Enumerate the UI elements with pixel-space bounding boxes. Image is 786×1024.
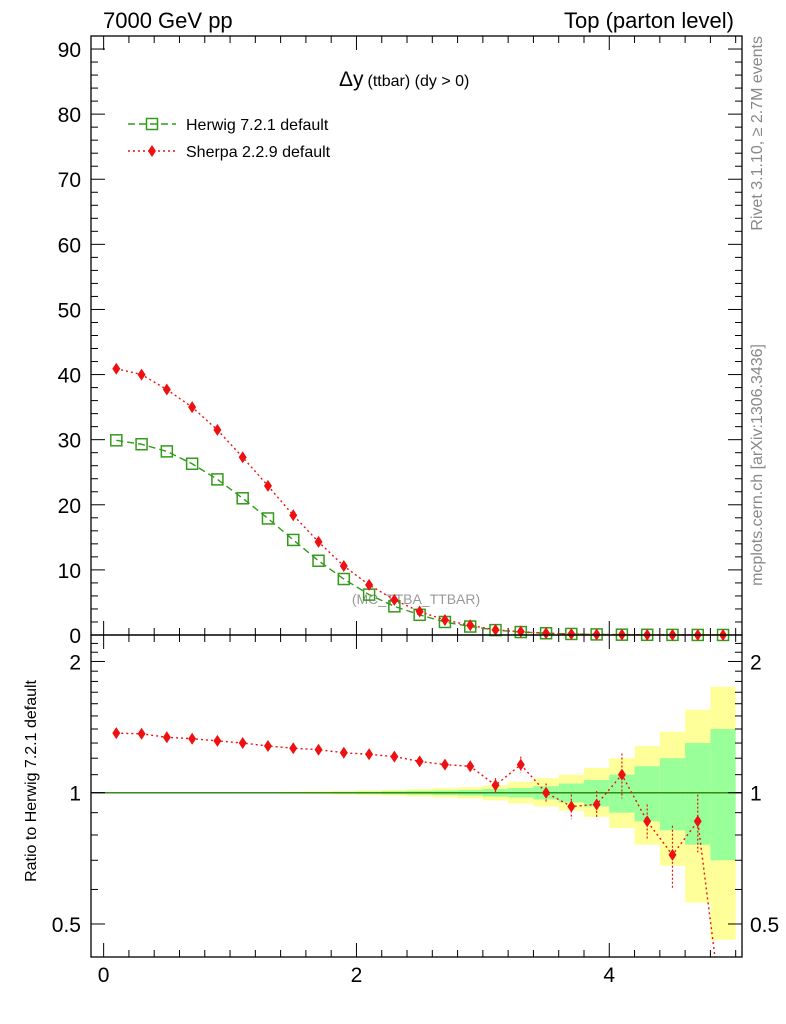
sherpa-ratio-point <box>339 746 348 759</box>
sherpa-ratio-point <box>213 734 222 747</box>
header-left: 7000 GeV pp <box>103 8 233 33</box>
y-tick-label: 60 <box>58 234 81 257</box>
sherpa-point <box>213 423 222 436</box>
sherpa-ratio-point <box>415 755 424 768</box>
inner-band <box>710 729 736 861</box>
sherpa-ratio-point <box>516 758 525 771</box>
sherpa-ratio-point <box>592 798 601 811</box>
herwig-point <box>211 473 224 486</box>
sherpa-ratio-point <box>668 848 677 861</box>
sherpa-point <box>390 593 399 606</box>
ratio-y-tick-label: 2 <box>69 651 81 674</box>
y-tick-label: 80 <box>58 104 81 127</box>
legend: Herwig 7.2.1 default Sherpa 2.2.9 default <box>128 117 331 161</box>
sherpa-ratio-point <box>491 779 500 792</box>
sherpa-ratio-point <box>137 727 146 740</box>
inner-band <box>634 766 660 822</box>
sherpa-point <box>112 362 121 375</box>
sherpa-point <box>137 368 146 381</box>
sherpa-ratio-point <box>289 742 298 755</box>
herwig-point <box>261 512 275 525</box>
ratio-y-tick-label: 0.5 <box>52 914 81 937</box>
ratio-y-tick-label-right: 1 <box>750 783 762 806</box>
sherpa-point <box>542 627 551 640</box>
ratio-panel: 0.5 0.5 1 1 2 2 0 2 4 Ratio to Herwig 7.2.1 defau… <box>0 634 786 1024</box>
sherpa-point <box>162 383 171 396</box>
sherpa-point <box>365 578 374 591</box>
sherpa-point <box>415 605 424 618</box>
sherpa-ratio-point <box>238 737 247 750</box>
sherpa-ratio-point <box>693 815 702 828</box>
legend-label: Herwig 7.2.1 default <box>186 117 329 134</box>
sherpa-point <box>263 479 272 492</box>
sherpa-ratio-point <box>188 732 197 745</box>
herwig-point <box>236 492 249 505</box>
x-tick-label: 4 <box>603 964 615 987</box>
clip-cover <box>0 957 786 1024</box>
rivet-label: Rivet 3.1.10, ≥ 2.7M events <box>749 36 766 231</box>
chart-title: Δy (ttbar) (dy > 0) <box>339 68 469 91</box>
x-tick-label: 2 <box>351 964 363 987</box>
legend-marker <box>148 145 156 157</box>
herwig-point <box>287 533 300 547</box>
sherpa-point <box>238 451 247 464</box>
sherpa-point <box>188 401 197 414</box>
legend-label: Sherpa 2.2.9 default <box>186 144 331 161</box>
x-tick-label: 0 <box>98 964 110 987</box>
sherpa-ratio-point <box>112 727 121 740</box>
sherpa-ratio-point <box>567 800 576 813</box>
y-tick-label: 10 <box>58 560 81 583</box>
ratio-y-tick-label-right: 0.5 <box>750 914 779 937</box>
y-tick-label: 20 <box>58 495 81 518</box>
y-tick-label: 0 <box>69 625 81 648</box>
y-tick-label: 40 <box>58 365 81 388</box>
mcplots-label: mcplots.cern.ch [arXiv:1306.3436] <box>749 344 766 586</box>
sherpa-ratio-point <box>263 739 272 752</box>
sherpa-point <box>466 619 475 632</box>
sherpa-point <box>314 535 323 548</box>
sherpa-point <box>516 625 525 638</box>
ratio-y-tick-label-right: 2 <box>750 651 762 674</box>
y-tick-label: 90 <box>58 39 81 62</box>
y-tick-label: 30 <box>58 430 81 453</box>
legend-marker <box>145 117 159 131</box>
sherpa-point <box>440 614 449 627</box>
herwig-point <box>135 437 148 451</box>
sherpa-ratio-point <box>542 786 551 799</box>
sherpa-point <box>289 509 298 522</box>
sherpa-ratio-point <box>643 815 652 828</box>
herwig-point <box>110 434 123 447</box>
herwig-point <box>160 445 174 458</box>
sherpa-point <box>491 623 500 636</box>
sherpa-ratio-point <box>440 758 449 771</box>
sherpa-ratio-point <box>466 760 475 773</box>
sherpa-ratio-point <box>390 750 399 763</box>
sherpa-ratio-point <box>314 743 323 756</box>
herwig-point <box>185 457 199 471</box>
sherpa-ratio-point <box>617 768 626 781</box>
main-panel: 0 10 20 30 40 50 60 70 80 90 Δy (ttbar) (dy > 0) (MC… <box>58 35 743 648</box>
chart-title-sub: (ttbar) (dy > 0) <box>368 73 470 90</box>
sherpa-ratio-point <box>365 748 374 761</box>
sherpa-ratio-point <box>162 731 171 744</box>
sherpa-point <box>567 628 576 641</box>
herwig-point <box>337 572 351 586</box>
inner-band <box>659 758 686 831</box>
header-right: Top (parton level) <box>564 8 734 33</box>
y-tick-label: 50 <box>58 299 81 322</box>
ratio-frame <box>90 634 743 958</box>
inner-band <box>685 743 711 845</box>
ratio-y-tick-label: 1 <box>69 783 81 806</box>
ratio-y-axis-label: Ratio to Herwig 7.2.1 default <box>23 679 40 881</box>
sherpa-point <box>339 559 348 572</box>
watermark: (MC_TTBA_TTBAR) <box>352 591 480 607</box>
herwig-point <box>312 554 325 568</box>
chart-title-main: Δy <box>339 68 364 91</box>
y-tick-label: 70 <box>58 169 81 192</box>
